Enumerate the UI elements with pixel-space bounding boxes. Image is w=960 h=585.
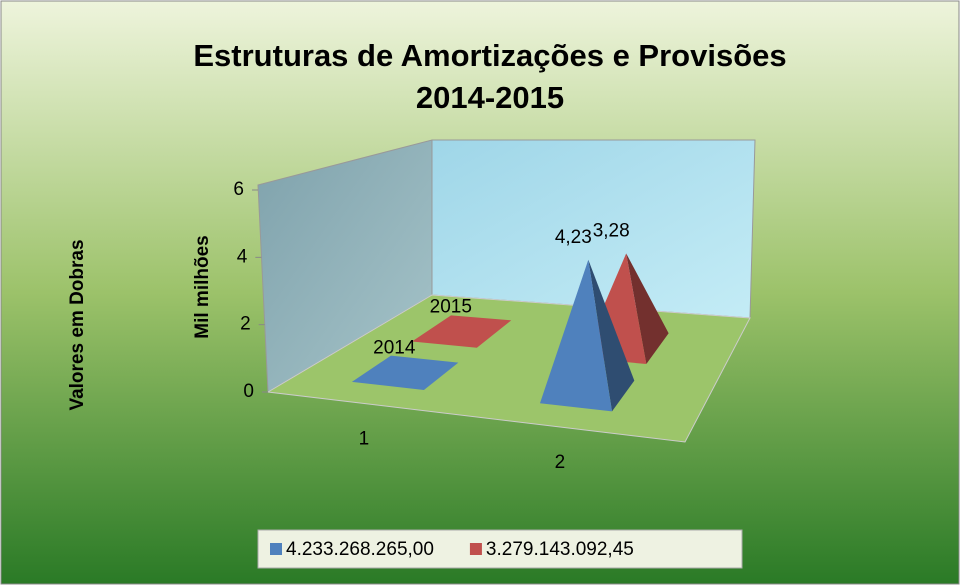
pyramid-base xyxy=(351,355,459,391)
pyramid xyxy=(351,355,459,391)
pyramid-face xyxy=(626,253,669,365)
pyramid-face xyxy=(539,259,613,412)
y-axis-label: Mil milhões xyxy=(192,235,213,338)
legend-label: 4.233.268.265,00 xyxy=(286,539,434,560)
chart-subtitle: 2014-2015 xyxy=(416,80,564,115)
y-tick-label: 6 xyxy=(233,179,244,200)
x-tick-label: 1 xyxy=(359,429,370,450)
y-tick-label: 4 xyxy=(237,246,248,267)
pyramid xyxy=(539,259,635,412)
annotation: 2014 xyxy=(373,338,416,359)
axis-note: Valores em Dobras xyxy=(67,239,88,410)
pyramid xyxy=(411,315,512,348)
pyramid-face xyxy=(588,259,635,412)
chart-title: Estruturas de Amortizações e Provisões xyxy=(193,38,786,73)
legend-swatch xyxy=(469,543,482,555)
x-tick-label: 2 xyxy=(555,452,566,473)
legend-swatch xyxy=(270,543,282,555)
pyramid-base xyxy=(411,315,512,348)
data-label: 4,23 xyxy=(555,227,592,248)
legend xyxy=(257,529,743,569)
y-tick-label: 0 xyxy=(243,381,254,402)
data-label: 3,28 xyxy=(593,220,630,241)
y-tick-label: 2 xyxy=(240,314,251,335)
legend-label: 3.279.143.092,45 xyxy=(486,539,634,560)
annotation: 2015 xyxy=(430,296,472,317)
